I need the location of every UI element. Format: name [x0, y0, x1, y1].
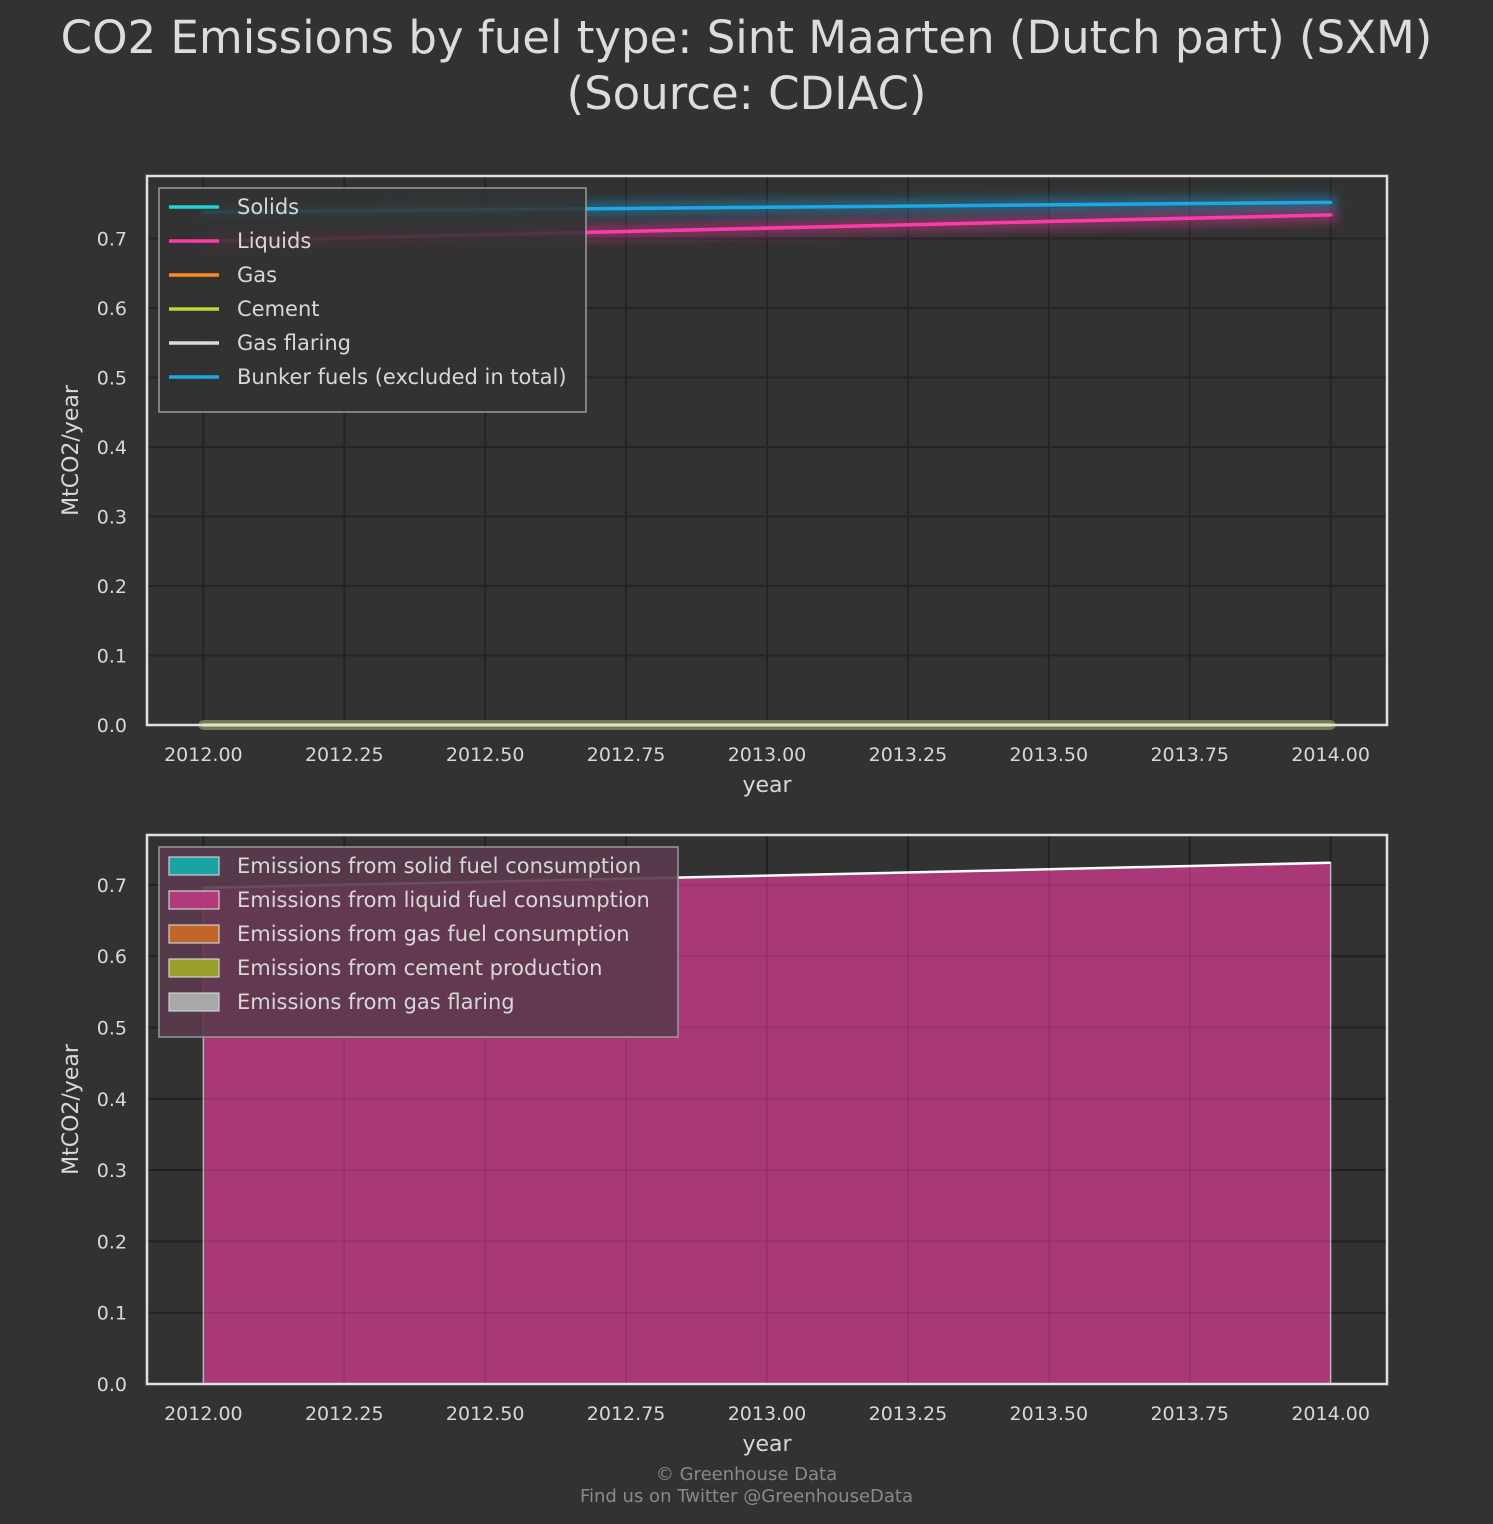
x-tick-label: 2012.75	[587, 744, 666, 766]
legend-label-gas-flaring: Gas flaring	[237, 331, 351, 355]
x-tick-label: 2013.50	[1010, 1403, 1089, 1425]
y-tick-label: 0.6	[97, 298, 127, 320]
y-tick-label: 0.5	[97, 1018, 127, 1040]
y-tick-label: 0.5	[97, 368, 127, 390]
x-tick-label: 2012.25	[305, 744, 384, 766]
legend-swatch-emissions-from-gas-flaring	[168, 992, 220, 1012]
x-tick-label: 2012.00	[164, 1403, 243, 1425]
x-tick-label: 2012.50	[446, 744, 525, 766]
line-chart: 2012.00 2012.25 2012.50 2012.75 2013.00 2013.…	[59, 174, 1389, 798]
chart-title-line1: CO2 Emissions by fuel type: Sint Maarten…	[60, 11, 1433, 64]
y-tick-label: 0.7	[97, 229, 127, 251]
y-tick-label: 0.3	[97, 507, 127, 529]
y-tick-label: 0.2	[97, 1231, 127, 1253]
legend-swatch-emissions-from-cement-production	[168, 958, 220, 978]
legend-swatch-emissions-from-gas-fuel-consumption	[168, 924, 220, 944]
x-tick-label: 2012.50	[446, 1403, 525, 1425]
legend-box	[158, 846, 679, 1038]
footer: © Greenhouse Data Find us on Twitter @Gr…	[0, 1464, 1493, 1508]
x-tick-label: 2013.50	[1010, 744, 1089, 766]
y-tick-label: 0.0	[97, 1374, 127, 1396]
legend-swatch-emissions-from-solid-fuel-consumption	[168, 856, 220, 876]
grid	[147, 176, 1387, 726]
y-tick-label: 0.2	[97, 576, 127, 598]
legend-label-emissions-from-cement-production: Emissions from cement production	[237, 956, 602, 980]
legend: Solids Liquids Gas Cement Gas flaring Bunker …	[158, 187, 587, 413]
x-tick-label: 2013.00	[728, 744, 807, 766]
x-tick-label: 2012.25	[305, 1403, 384, 1425]
y-tick-label: 0.4	[97, 437, 127, 459]
y-tick-label: 0.6	[97, 946, 127, 968]
plot-frame	[145, 174, 1389, 727]
legend-label-bunker-fuels-excluded-in-total: Bunker fuels (excluded in total)	[237, 365, 567, 389]
stacked-area-chart: 2012.00 2012.25 2012.50 2012.75 2013.00 2013.…	[59, 833, 1389, 1457]
y-axis-label: MtCO2/year	[59, 1043, 84, 1175]
x-axis-label: year	[742, 773, 792, 798]
y-tick-label: 0.1	[97, 1303, 127, 1325]
x-tick-label: 2013.75	[1150, 1403, 1229, 1425]
plot-frame	[145, 833, 1389, 1386]
legend-label-liquids: Liquids	[237, 229, 311, 253]
legend-label-emissions-from-solid-fuel-consumption: Emissions from solid fuel consumption	[237, 854, 641, 878]
y-tick-label: 0.3	[97, 1160, 127, 1182]
chart-title-line2: (Source: CDIAC)	[566, 67, 927, 120]
x-axis-label: year	[742, 1432, 792, 1457]
x-tick-label: 2012.75	[587, 1403, 666, 1425]
legend: Emissions from solid fuel consumption Emi…	[158, 846, 679, 1038]
legend-label-cement: Cement	[237, 297, 320, 321]
y-axis-label: MtCO2/year	[59, 384, 84, 516]
x-tick-label: 2012.00	[164, 744, 243, 766]
chart-title: CO2 Emissions by fuel type: Sint Maarten…	[0, 10, 1493, 122]
legend-label-solids: Solids	[237, 195, 299, 219]
legend-label-gas: Gas	[237, 263, 277, 287]
y-tick-label: 0.1	[97, 646, 127, 668]
x-tick-label: 2013.25	[869, 744, 948, 766]
y-tick-label: 0.0	[97, 715, 127, 737]
y-tick-label: 0.4	[97, 1089, 127, 1111]
legend-label-emissions-from-liquid-fuel-consumption: Emissions from liquid fuel consumption	[237, 888, 650, 912]
footer-copyright: © Greenhouse Data	[655, 1464, 838, 1485]
x-tick-label: 2013.75	[1150, 744, 1229, 766]
x-tick-label: 2013.25	[869, 1403, 948, 1425]
footer-twitter: Find us on Twitter @GreenhouseData	[579, 1486, 914, 1507]
x-tick-label: 2014.00	[1291, 744, 1370, 766]
legend-label-emissions-from-gas-flaring: Emissions from gas flaring	[237, 990, 515, 1014]
legend-box	[158, 187, 587, 413]
legend-swatch-emissions-from-liquid-fuel-consumption	[168, 890, 220, 910]
legend-label-emissions-from-gas-fuel-consumption: Emissions from gas fuel consumption	[237, 922, 630, 946]
y-tick-label: 0.7	[97, 875, 127, 897]
x-tick-label: 2013.00	[728, 1403, 807, 1425]
x-tick-label: 2014.00	[1291, 1403, 1370, 1425]
